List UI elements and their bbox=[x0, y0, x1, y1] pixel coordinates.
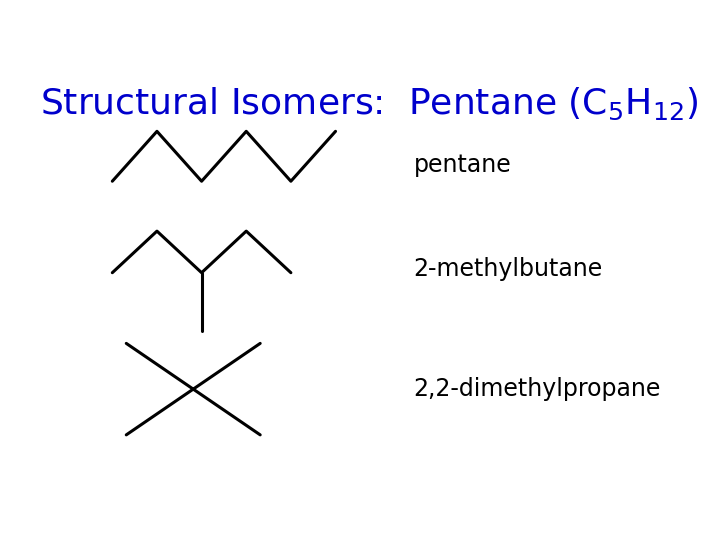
Text: pentane: pentane bbox=[413, 153, 511, 177]
Text: 2-methylbutane: 2-methylbutane bbox=[413, 256, 603, 281]
Text: 2,2-dimethylpropane: 2,2-dimethylpropane bbox=[413, 377, 661, 401]
Text: Structural Isomers:  Pentane (C$_5$H$_{12}$): Structural Isomers: Pentane (C$_5$H$_{12… bbox=[40, 85, 698, 122]
